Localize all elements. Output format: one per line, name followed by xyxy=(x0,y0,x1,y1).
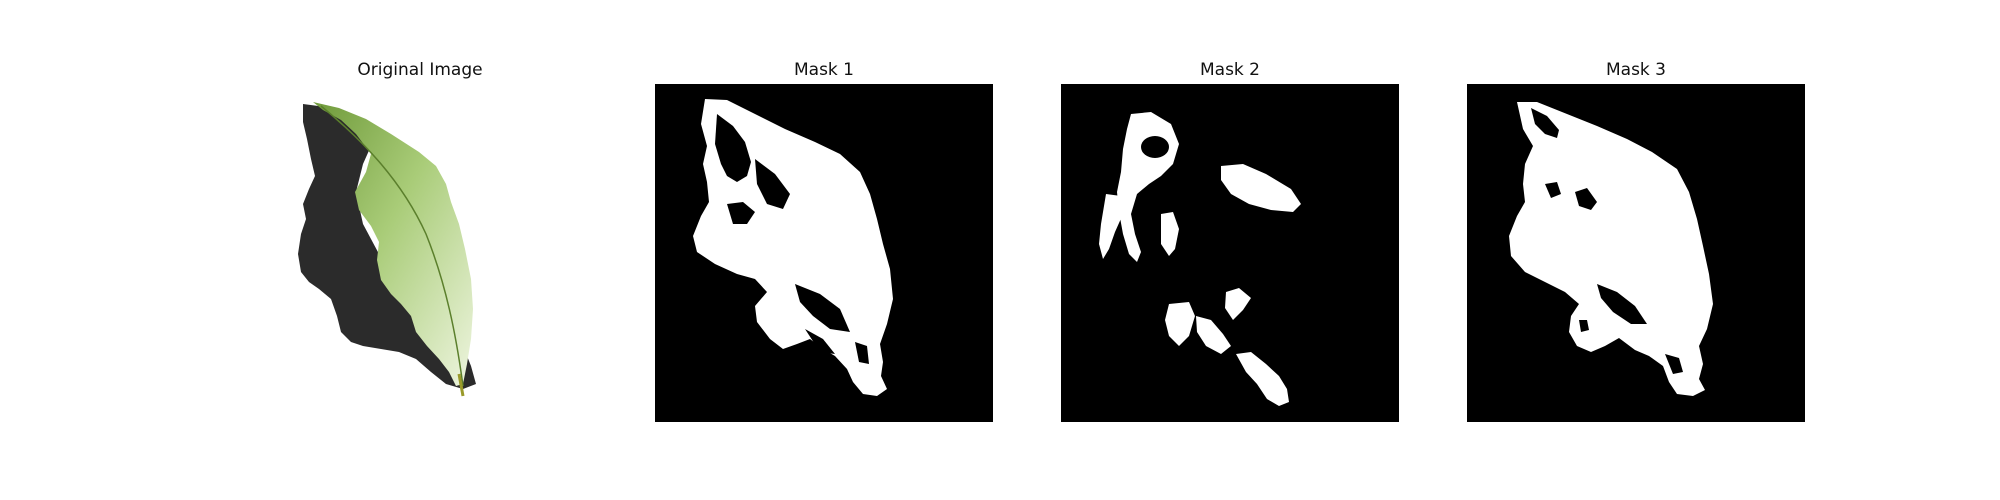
mask-1-hole xyxy=(727,202,755,224)
mask-2-region xyxy=(1161,212,1179,256)
mask-2-region xyxy=(1225,288,1251,320)
mask-1-hole xyxy=(855,342,869,364)
mask-3-hole xyxy=(1575,188,1597,210)
leaf-midrib xyxy=(320,105,464,387)
mask-2-region xyxy=(1196,316,1231,354)
mask-1-hole xyxy=(795,284,850,332)
mask-2-image xyxy=(1061,84,1399,422)
mask-1-hole xyxy=(715,114,751,182)
mask-3-hole xyxy=(1545,182,1561,198)
mask-2-background xyxy=(1061,84,1399,422)
mask-2-region xyxy=(1221,164,1301,212)
mask-2-hole xyxy=(1141,136,1169,158)
mask-3-region xyxy=(1509,102,1713,396)
mask-3-hole xyxy=(1579,320,1589,332)
mask-2-region xyxy=(1099,194,1123,259)
leaf xyxy=(313,102,473,386)
original-image xyxy=(251,84,589,422)
panel-title-mask-2: Mask 2 xyxy=(1199,60,1260,80)
mask-2-region xyxy=(1236,352,1289,406)
mask-3-hole xyxy=(1597,284,1647,324)
mask-3-image xyxy=(1467,84,1805,422)
mask-1-hole xyxy=(805,329,835,354)
leaf-stem xyxy=(457,373,465,397)
mask-3-hole xyxy=(1531,108,1559,138)
panel-title-mask-1: Mask 1 xyxy=(793,60,854,80)
mask-1-hole xyxy=(755,159,790,209)
mask-1-image xyxy=(655,84,993,422)
mask-2-region xyxy=(1165,302,1195,346)
panel-title-original-image: Original Image xyxy=(357,60,483,80)
mask-3-hole xyxy=(1665,354,1683,374)
panel-title-mask-3: Mask 3 xyxy=(1605,60,1666,80)
